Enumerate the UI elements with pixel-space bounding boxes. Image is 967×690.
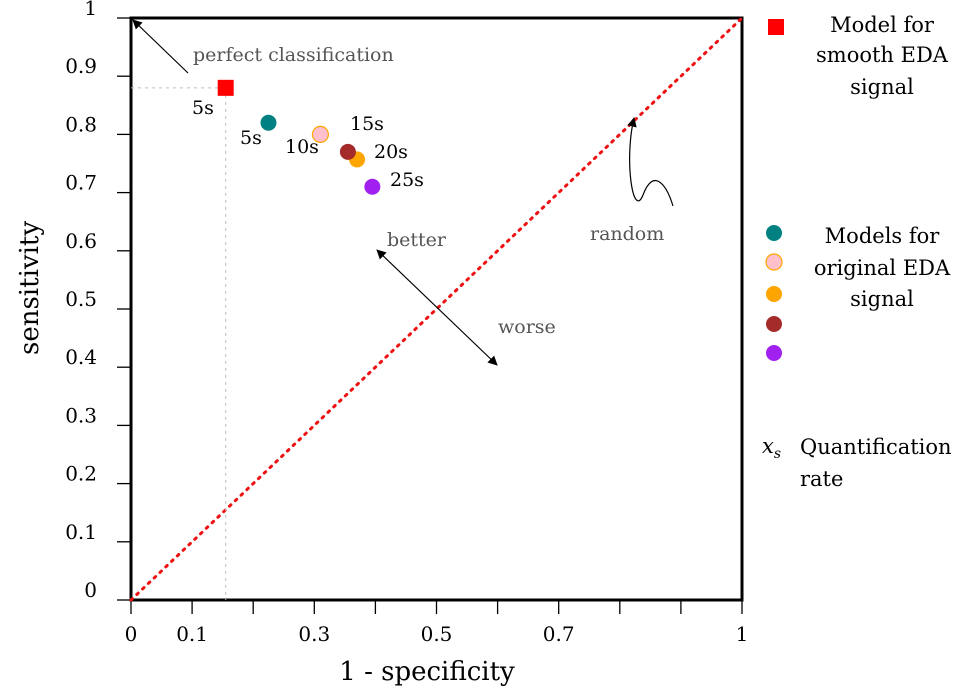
perfect-classification-label: perfect classification (193, 44, 394, 66)
legend-rate-symbol: xs (762, 434, 781, 462)
y-axis-title: sensitivity (15, 221, 45, 355)
x-tick-label: 0 (125, 622, 138, 646)
point-label-15s: 15s (350, 113, 384, 135)
legend-smooth-line-2: smooth EDA (816, 43, 949, 67)
worse-label: worse (498, 316, 556, 338)
point-label-smooth-5s: 5s (192, 97, 214, 119)
y-tick-label: 0.5 (65, 287, 97, 311)
legend-circle-pink (765, 253, 783, 271)
data-points (217, 79, 381, 195)
y-tick-label: 0 (84, 578, 97, 602)
y-tick-label: 0.4 (65, 345, 97, 369)
random-diagonal-line (129, 16, 744, 602)
y-tick-label: 0.8 (65, 112, 97, 136)
point-label-20s: 20s (374, 141, 408, 163)
annotation-arrows (132, 19, 674, 366)
legend-circle-purple (766, 345, 782, 361)
smooth-model-point (217, 79, 234, 96)
y-tick-label: 0.7 (65, 171, 97, 195)
y-tick-label: 1 (84, 0, 97, 20)
legend-square-marker (768, 19, 784, 35)
x-tick-label: 0.5 (421, 622, 453, 646)
point-label-25s: 25s (390, 169, 424, 191)
better-worse-arrow (376, 249, 498, 366)
axes: 0 0.1 0.3 0.5 0.7 1 0 0.1 0.2 0.3 0.4 0.5 0.6 0.7 0.8 0… (65, 0, 748, 646)
legend-smooth-line-1: Model for (830, 13, 935, 37)
y-tick-label: 0.2 (65, 462, 97, 486)
legend-circle-orange (766, 286, 782, 302)
point-label-original-5s: 5s (240, 127, 262, 149)
legend-original-line-3: signal (850, 287, 914, 311)
y-tick-label: 0.1 (65, 520, 97, 544)
random-label: random (590, 223, 664, 245)
legend-original-line-1: Models for (825, 224, 941, 248)
legend-rate-line-2: rate (800, 467, 843, 491)
legend-smooth-line-3: signal (850, 75, 914, 99)
y-tick-label: 0.3 (65, 403, 97, 427)
x-tick-label: 1 (736, 622, 749, 646)
y-tick-label: 0.9 (65, 54, 97, 78)
original-model-point (339, 143, 356, 160)
x-tick-label: 0.3 (298, 622, 330, 646)
original-model-point (364, 178, 381, 195)
y-tick-label: 0.6 (65, 229, 97, 253)
random-arrow (627, 117, 674, 207)
original-model-point (260, 114, 277, 131)
original-model-point (311, 125, 330, 143)
legend-original-line-2: original EDA (814, 256, 951, 280)
point-label-10s: 10s (285, 136, 319, 158)
x-tick-label: 0.7 (543, 622, 575, 646)
legend-circle-teal (766, 225, 782, 241)
x-axis-title: 1 - specificity (339, 657, 515, 687)
legend: Model for smooth EDA signal Models for o… (762, 13, 952, 491)
legend-rate-line-1: Quantification (800, 435, 952, 459)
perfect-classification-arrow (132, 19, 189, 74)
legend-circle-brown (766, 316, 782, 332)
x-tick-label: 0.1 (176, 622, 208, 646)
better-label: better (387, 229, 447, 251)
